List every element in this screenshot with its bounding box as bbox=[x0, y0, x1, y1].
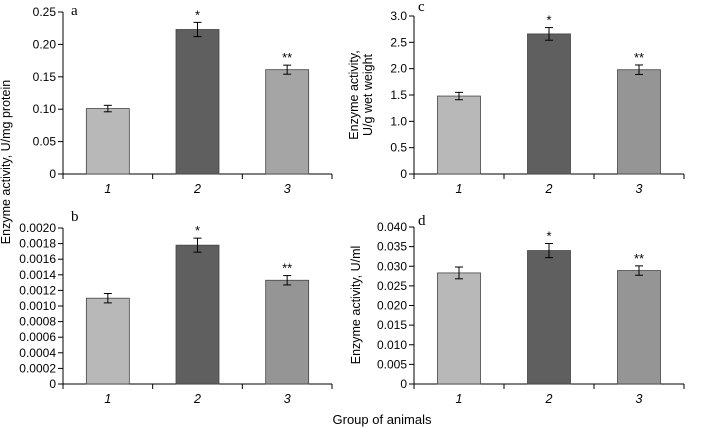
chart-panel-b: 00.00020.00040.00060.00080.00100.00120.0… bbox=[19, 209, 333, 406]
chart-panel-c: 0 0.5 1.0 1.5 2.0 2.5 3.0 1 * 2 ** 3 c Enzyme activit… bbox=[347, 0, 685, 196]
significance-label: ** bbox=[634, 251, 644, 266]
bar-group-2 bbox=[175, 29, 220, 175]
panel-letter: c bbox=[418, 0, 425, 15]
y-tick-label: 0 bbox=[400, 167, 407, 181]
panel-letter: a bbox=[71, 3, 78, 19]
shared-x-axis-title: Group of animals bbox=[333, 412, 432, 427]
bar-group-3 bbox=[265, 69, 310, 175]
y-tick-label: 2.0 bbox=[390, 62, 407, 76]
y-tick-label: 0.015 bbox=[377, 318, 407, 332]
x-tick-label: 2 bbox=[545, 182, 553, 196]
x-tick-label: 3 bbox=[284, 182, 291, 196]
significance-label: * bbox=[546, 13, 551, 28]
y-tick-label: 0.040 bbox=[377, 220, 407, 234]
significance-label: ** bbox=[282, 261, 292, 276]
y-tick-label: 2.5 bbox=[390, 35, 407, 49]
y-tick-label: 1.0 bbox=[390, 114, 407, 128]
chart-panel-d: 0 0.005 0.010 0.015 0.020 0.025 0.030 0.035 0.04… bbox=[349, 213, 685, 406]
bar-group-1 bbox=[437, 95, 481, 175]
y-tick-label: 0.0014 bbox=[19, 268, 56, 282]
significance-label: ** bbox=[282, 50, 292, 65]
y-tick-label: 0.020 bbox=[377, 299, 407, 313]
y-tick-label: 3.0 bbox=[390, 9, 407, 23]
y-tick-label: 0.035 bbox=[377, 240, 407, 254]
y-tick-label: 0.010 bbox=[377, 338, 407, 352]
y-tick-label: 0 bbox=[49, 167, 56, 181]
bar-group-3 bbox=[617, 270, 661, 385]
x-tick-label: 2 bbox=[193, 392, 201, 406]
significance-label: * bbox=[546, 228, 551, 243]
y-tick-label: 0.030 bbox=[377, 259, 407, 273]
bar-group-2 bbox=[527, 33, 571, 175]
chart-panel-a: 0 0.05 0.10 0.15 0.20 0.25 1 * 2 ** 3 a bbox=[33, 3, 333, 196]
y-tick-label: 0.25 bbox=[33, 5, 57, 19]
y-axis-title: Enzyme activity,U/g wet weight bbox=[347, 50, 375, 139]
y-tick-label: 0.0006 bbox=[19, 330, 56, 344]
y-tick-label: 0.0016 bbox=[19, 252, 56, 266]
y-tick-label: 0.0012 bbox=[19, 283, 56, 297]
x-tick-label: 2 bbox=[193, 182, 201, 196]
y-tick-label: 0.05 bbox=[33, 135, 57, 149]
y-tick-label: 0.0004 bbox=[19, 346, 56, 360]
shared-y-axis-title: Enzyme activity, U/mg protein bbox=[0, 80, 13, 244]
y-tick-label: 0.0010 bbox=[19, 299, 56, 313]
panel-letter: d bbox=[418, 213, 426, 229]
bar-group-1 bbox=[85, 297, 130, 385]
x-tick-label: 1 bbox=[104, 392, 111, 406]
x-tick-label: 1 bbox=[456, 392, 463, 406]
bar-group-1 bbox=[437, 272, 481, 385]
y-axis-title: Enzyme activity, U/ml bbox=[349, 246, 363, 365]
significance-label: * bbox=[195, 223, 200, 238]
x-tick-label: 1 bbox=[104, 182, 111, 196]
x-tick-label: 3 bbox=[636, 392, 643, 406]
y-tick-label: 0.10 bbox=[33, 102, 57, 116]
bar-group-3 bbox=[617, 69, 661, 175]
x-tick-label: 2 bbox=[545, 392, 553, 406]
y-tick-label: 0.025 bbox=[377, 279, 407, 293]
y-tick-label: 0.0018 bbox=[19, 237, 56, 251]
panel-letter: b bbox=[71, 209, 79, 225]
bar-group-1 bbox=[85, 108, 130, 175]
bar-group-2 bbox=[527, 250, 571, 385]
bar-group-3 bbox=[265, 279, 310, 385]
x-tick-label: 3 bbox=[636, 182, 643, 196]
y-tick-label: 0.005 bbox=[377, 357, 407, 371]
y-tick-label: 0.15 bbox=[33, 70, 57, 84]
y-tick-label: 0.5 bbox=[390, 141, 407, 155]
y-tick-label: 0.0020 bbox=[19, 221, 56, 235]
y-tick-label: 0.0002 bbox=[19, 361, 56, 375]
significance-label: ** bbox=[634, 50, 644, 65]
x-tick-label: 1 bbox=[456, 182, 463, 196]
y-tick-label: 0 bbox=[49, 377, 56, 391]
y-tick-label: 0 bbox=[400, 377, 407, 391]
y-tick-label: 1.5 bbox=[390, 88, 407, 102]
y-tick-label: 0.0008 bbox=[19, 315, 56, 329]
bar-group-2 bbox=[175, 244, 220, 385]
significance-label: * bbox=[195, 7, 200, 22]
x-tick-label: 3 bbox=[284, 392, 291, 406]
y-tick-label: 0.20 bbox=[33, 37, 57, 51]
